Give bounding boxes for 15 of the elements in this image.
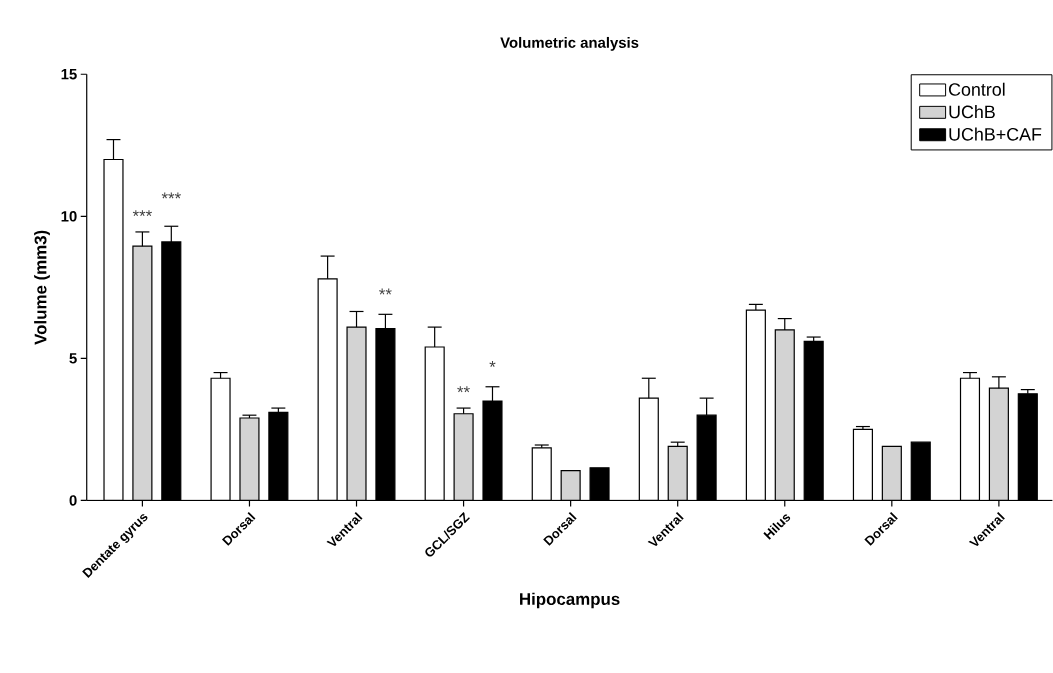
y-tick-label: 10 bbox=[61, 211, 77, 222]
annotation: ** bbox=[379, 288, 392, 295]
y-tick-label: 5 bbox=[69, 353, 77, 364]
y-axis-title: Volume (mm3) bbox=[34, 230, 50, 345]
legend-label: Control bbox=[948, 82, 1005, 96]
y-tick-label: 15 bbox=[61, 69, 77, 80]
annotation: *** bbox=[132, 210, 152, 217]
y-tick-label: 0 bbox=[69, 495, 77, 506]
x-axis-title: Hipocampus bbox=[520, 592, 620, 609]
annotation: *** bbox=[161, 192, 181, 199]
annotation: ** bbox=[457, 386, 470, 393]
legend-label: UChB+CAF bbox=[949, 127, 1042, 141]
chart-title: Volumetric analysis bbox=[500, 37, 639, 51]
annotation: * bbox=[489, 361, 496, 367]
legend-label: UChB bbox=[949, 105, 995, 119]
